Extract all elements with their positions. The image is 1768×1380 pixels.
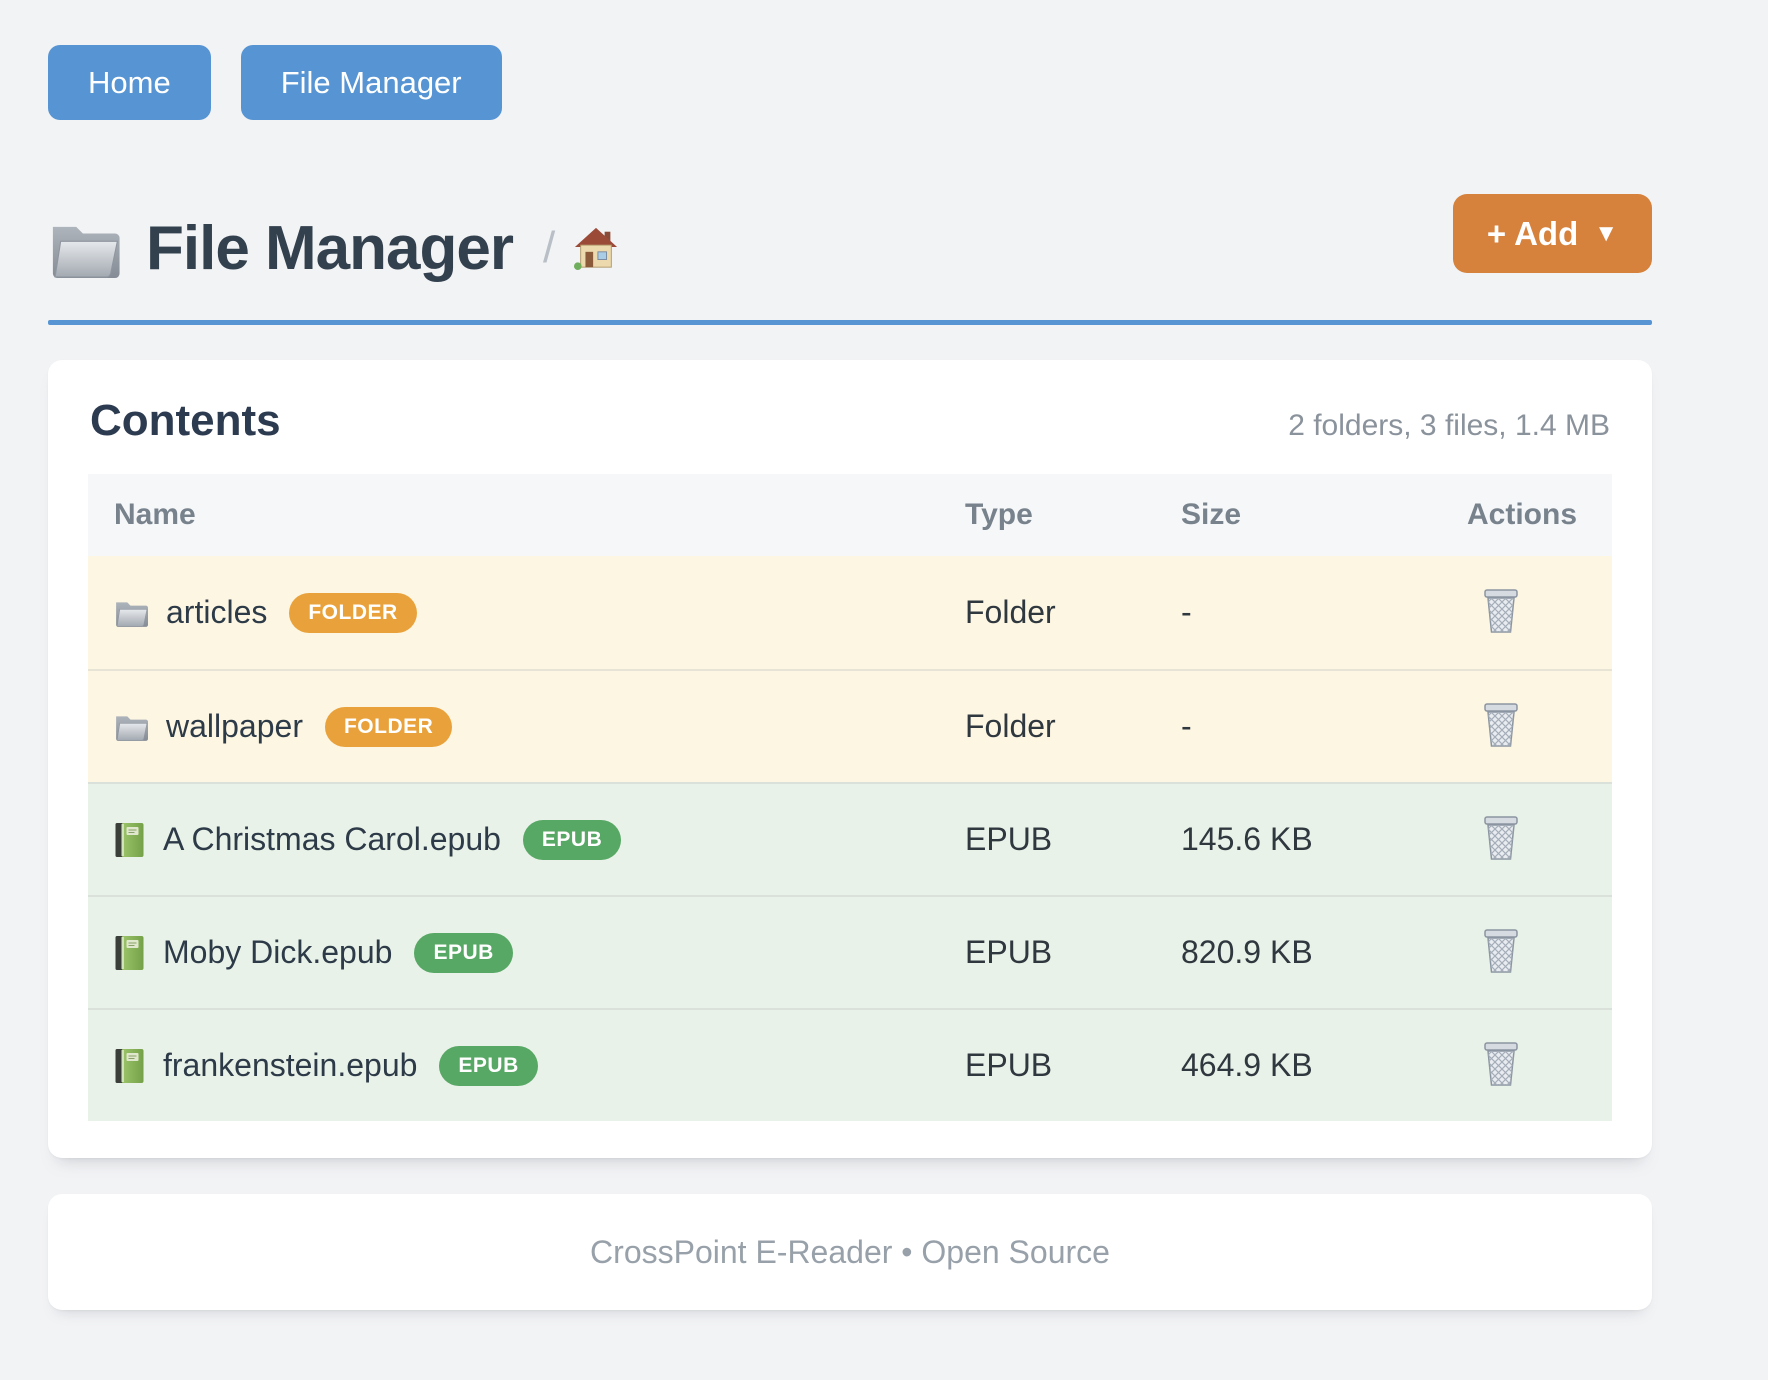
trash-icon [1481, 1041, 1521, 1090]
table-row: articles FOLDER Folder - [88, 556, 1612, 669]
delete-button[interactable] [1481, 702, 1521, 751]
folder-icon [114, 712, 148, 741]
book-icon [114, 935, 145, 971]
type-cell: EPUB [965, 1047, 1053, 1083]
file-name-link[interactable]: frankenstein.epub [163, 1047, 418, 1083]
page-title: File Manager [146, 213, 514, 283]
table-row: Moby Dick.epub EPUB EPUB 820.9 KB [88, 895, 1612, 1008]
delete-button[interactable] [1481, 588, 1521, 637]
add-button-label: + Add [1486, 214, 1579, 252]
delete-button[interactable] [1481, 928, 1521, 977]
type-badge: EPUB [522, 819, 622, 860]
book-icon [114, 1048, 145, 1084]
name-cell: A Christmas Carol.epub EPUB [88, 819, 939, 860]
table-row: frankenstein.epub EPUB EPUB 464.9 KB [88, 1008, 1612, 1121]
size-cell: 145.6 KB [1181, 821, 1313, 857]
nav-home-button[interactable]: Home [48, 45, 211, 120]
folder-icon [48, 218, 120, 278]
actions-cell [1441, 702, 1612, 751]
folder-icon [114, 598, 148, 627]
caret-down-icon: ▼ [1594, 219, 1618, 247]
header-divider [48, 320, 1652, 325]
column-header-actions: Actions [1467, 498, 1578, 531]
type-cell: EPUB [965, 821, 1053, 857]
book-icon [114, 822, 145, 858]
file-name-link[interactable]: Moby Dick.epub [163, 934, 393, 970]
trash-icon [1481, 588, 1521, 637]
footer-text: CrossPoint E-Reader • Open Source [590, 1233, 1110, 1270]
size-cell: - [1181, 594, 1192, 630]
footer-card: CrossPoint E-Reader • Open Source [48, 1194, 1652, 1310]
breadcrumb-separator: / [543, 223, 556, 272]
file-table: Name Type Size Actions [88, 474, 1612, 1121]
nav-file-manager-button[interactable]: File Manager [240, 45, 502, 120]
file-name-link[interactable]: articles [166, 594, 268, 630]
page: Home File Manager File Manager / + Add ▼ [48, 0, 1652, 1310]
type-badge: FOLDER [324, 706, 453, 747]
house-icon[interactable] [573, 225, 619, 271]
type-cell: Folder [965, 594, 1056, 630]
size-cell: - [1181, 708, 1192, 744]
trash-icon [1481, 928, 1521, 977]
size-cell: 820.9 KB [1181, 934, 1313, 970]
actions-cell [1441, 815, 1612, 864]
file-name-link[interactable]: wallpaper [166, 708, 303, 744]
table-header-row: Name Type Size Actions [88, 474, 1612, 556]
actions-cell [1441, 588, 1612, 637]
actions-cell [1441, 928, 1612, 977]
table-body: articles FOLDER Folder - [88, 556, 1612, 1121]
type-badge: EPUB [414, 932, 513, 973]
file-name-link[interactable]: A Christmas Carol.epub [163, 821, 501, 857]
table-row: wallpaper FOLDER Folder - [88, 669, 1612, 782]
page-header: File Manager / + Add ▼ [48, 194, 1652, 294]
contents-card: Contents 2 folders, 3 files, 1.4 MB Name… [48, 360, 1652, 1158]
delete-button[interactable] [1481, 1041, 1521, 1090]
name-cell: Moby Dick.epub EPUB [88, 932, 939, 973]
add-button[interactable]: + Add ▼ [1452, 194, 1652, 273]
column-header-type: Type [965, 498, 1033, 531]
type-cell: Folder [965, 708, 1056, 744]
name-cell: wallpaper FOLDER [88, 706, 939, 747]
contents-card-header: Contents 2 folders, 3 files, 1.4 MB [88, 396, 1612, 446]
type-badge: FOLDER [289, 592, 417, 633]
table-row: A Christmas Carol.epub EPUB EPUB 145.6 K… [88, 782, 1612, 895]
size-cell: 464.9 KB [1181, 1047, 1313, 1083]
column-header-size: Size [1181, 498, 1242, 531]
contents-heading: Contents [90, 396, 281, 445]
name-cell: frankenstein.epub EPUB [88, 1045, 939, 1086]
delete-button[interactable] [1481, 815, 1521, 864]
name-cell: articles FOLDER [88, 592, 939, 633]
trash-icon [1481, 702, 1521, 751]
top-nav: Home File Manager [48, 45, 1652, 120]
type-badge: EPUB [439, 1045, 538, 1086]
contents-summary: 2 folders, 3 files, 1.4 MB [1288, 409, 1610, 442]
actions-cell [1441, 1041, 1612, 1090]
trash-icon [1481, 815, 1521, 864]
column-header-name: Name [114, 498, 196, 531]
type-cell: EPUB [965, 934, 1053, 970]
